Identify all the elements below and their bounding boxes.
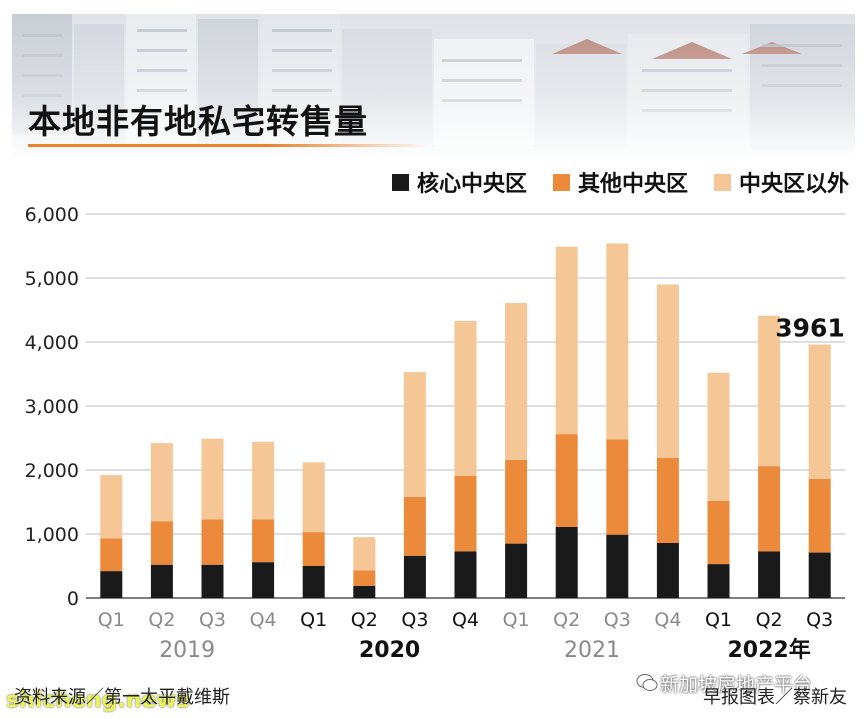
data-label: 3961 [775,313,845,342]
bar-segment-outside-central [201,438,224,520]
bar-segment-core-central [150,564,173,598]
bar-segment-core-central [100,571,123,598]
bar-segment-rest-of-central [656,457,679,543]
title-underline [28,144,428,147]
legend-item-rest-of-central: 其他中央区 [552,166,688,198]
bar-segment-rest-of-central [555,434,578,527]
bar-segment-core-central [606,534,629,598]
bar-segment-core-central [758,551,781,598]
bar-segment-rest-of-central [252,519,275,563]
source-note: 资料来源／第一太平戴维斯 [14,687,230,708]
x-tick-label: Q2 [553,609,580,631]
bar-segment-rest-of-central [403,496,426,556]
bar-segment-rest-of-central [201,519,224,565]
bar-segment-outside-central [505,302,528,460]
bar-segment-rest-of-central [100,538,123,572]
x-tick-label: Q2 [756,609,783,631]
site-watermark: shicheng.news [6,688,190,713]
bar-segment-rest-of-central [353,570,376,586]
legend-swatch-core-central [391,173,409,191]
x-tick-label: Q3 [401,609,428,631]
legend-swatch-outside-central [713,173,731,191]
bar-segment-outside-central [555,246,578,435]
bar-segment-outside-central [403,372,426,497]
bar-segment-outside-central [656,284,679,458]
legend-item-outside-central: 中央区以外 [713,166,849,198]
x-tick-label: Q1 [503,609,530,631]
year-label: 2020 [359,638,420,663]
x-tick-label: Q2 [148,609,175,631]
wechat-watermark: 新加坡房地产平台 [660,674,813,696]
bar-segment-rest-of-central [758,466,781,552]
graphic-credit: 早报图表／蔡新友 [703,687,847,708]
bar-segment-core-central [656,542,679,598]
legend-label-outside-central: 中央区以外 [738,172,849,197]
x-tick-label: Q4 [654,609,681,631]
bar-segment-outside-central [606,243,629,440]
bar-segment-outside-central [302,462,325,533]
legend-label-rest-of-central: 其他中央区 [577,172,688,197]
x-tick-label: Q4 [250,609,277,631]
year-label: 2019 [159,638,215,663]
bar-segment-outside-central [454,320,477,476]
bar-segment-core-central [201,564,224,598]
bar-segment-rest-of-central [454,475,477,552]
year-label: 2021 [564,638,620,663]
legend-label-core-central: 核心中央区 [416,172,527,197]
y-tick-label: 3,000 [25,396,79,418]
legend-swatch-rest-of-central [552,173,570,191]
y-tick-label: 6,000 [25,204,79,226]
bar-segment-core-central [252,562,275,598]
bar-segment-outside-central [758,315,781,467]
bar-segment-rest-of-central [707,500,730,565]
legend-item-core-central: 核心中央区 [391,166,527,198]
x-tick-label: Q1 [300,609,327,631]
bar-segment-outside-central [353,537,376,571]
y-tick-label: 2,000 [25,460,79,482]
bar-segment-outside-central [150,443,173,522]
bar-segment-outside-central [808,344,831,479]
bar-segment-rest-of-central [505,459,528,544]
chart-title: 本地非有地私宅转售量 [28,102,368,141]
bar-segment-outside-central [100,475,123,539]
y-tick-label: 1,000 [25,524,79,546]
x-tick-label: Q3 [604,609,631,631]
x-tick-label: Q3 [806,609,833,631]
bar-segment-core-central [808,552,831,598]
y-tick-label: 0 [67,588,79,610]
x-tick-label: Q1 [705,609,732,631]
wechat-icon [636,674,658,691]
bar-segment-rest-of-central [302,532,325,566]
x-tick-label: Q3 [199,609,226,631]
bar-segment-core-central [555,526,578,598]
legend: 核心中央区 其他中央区 中央区以外 [391,166,849,198]
bar-segment-outside-central [707,372,730,501]
x-tick-label: Q2 [351,609,378,631]
year-label: 2022年 [727,637,810,663]
bar-segment-rest-of-central [150,521,173,565]
bar-segment-rest-of-central [606,439,629,535]
bar-segment-core-central [302,566,325,598]
bar-segment-outside-central [252,441,275,520]
x-tick-label: Q1 [98,609,125,631]
bar-segment-core-central [403,555,426,598]
bar-segment-core-central [353,585,376,598]
y-tick-label: 4,000 [25,332,79,354]
skyline-photo [12,14,855,164]
bar-segment-core-central [707,564,730,598]
y-tick-label: 5,000 [25,268,79,290]
bar-segment-core-central [454,551,477,598]
bar-segment-core-central [505,543,528,598]
bar-segment-rest-of-central [808,478,831,553]
x-tick-label: Q4 [452,609,479,631]
